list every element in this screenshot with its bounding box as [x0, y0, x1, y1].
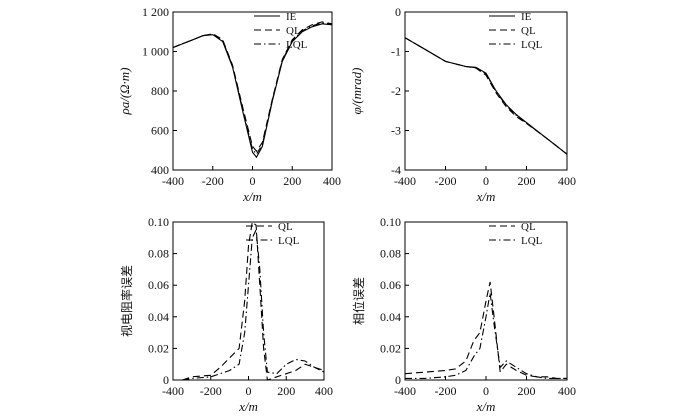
y-tick-label: -2 — [391, 84, 401, 98]
legend-entry: QL — [521, 221, 536, 233]
series-line-ie — [404, 37, 568, 155]
y-tick-label: 0.10 — [380, 215, 401, 229]
series-line-ql — [404, 281, 567, 379]
series-line-lql — [172, 22, 333, 156]
x-tick-label: 200 — [283, 174, 301, 188]
y-tick-label: 0.04 — [148, 310, 169, 324]
series-line-ql — [172, 21, 333, 153]
legend-entry: IE — [286, 11, 297, 23]
plot-frame — [172, 11, 333, 171]
y-tick-label: 1 000 — [142, 45, 169, 59]
y-tick-label: 0.06 — [148, 278, 169, 292]
x-tick-label: 0 — [483, 174, 489, 188]
y-tick-label: 800 — [151, 84, 169, 98]
legend-entry: LQL — [521, 39, 543, 51]
y-tick-label: -1 — [391, 45, 401, 59]
x-tick-label: 0 — [483, 384, 489, 398]
y-tick-label: 0 — [395, 373, 401, 387]
y-tick-label: 0.02 — [148, 341, 169, 355]
y-tick-label: 0.08 — [380, 247, 401, 261]
legend-entry: QL — [521, 25, 536, 37]
x-axis-label: x/m — [238, 399, 258, 414]
x-tick-label: 0 — [246, 384, 252, 398]
series-line-lql — [405, 293, 567, 379]
y-tick-label: 0.04 — [380, 310, 401, 324]
y-tick-label: 0.08 — [148, 247, 169, 261]
legend-entry: QL — [278, 221, 293, 233]
x-tick-label: 400 — [323, 174, 341, 188]
x-tick-label: -200 — [435, 174, 457, 188]
x-tick-label: 400 — [558, 384, 576, 398]
x-tick-label: 0 — [250, 174, 256, 188]
y-tick-label: -3 — [391, 124, 401, 138]
legend-entry: LQL — [521, 235, 543, 247]
y-tick-label: 600 — [151, 124, 169, 138]
y-tick-label: 1 200 — [142, 5, 169, 19]
y-axis-label: ρa/(Ω·m) — [117, 67, 132, 115]
x-axis-label: x/m — [242, 189, 262, 204]
x-tick-label: 200 — [518, 174, 536, 188]
y-tick-label: 400 — [151, 163, 169, 177]
x-tick-label: 200 — [277, 384, 295, 398]
y-tick-label: 0.06 — [380, 278, 401, 292]
series-line-ql — [404, 37, 568, 155]
series-line-lql — [182, 227, 325, 381]
x-axis-label: x/m — [476, 399, 496, 414]
x-tick-label: -400 — [162, 384, 184, 398]
legend-entry: LQL — [278, 235, 300, 247]
chart-panel-bottom-right: -400 -200 0 200 400 0 0.02 0.04 0.06 0.08 0.10 x/m 相… — [351, 215, 576, 414]
y-tick-label: 0.02 — [380, 341, 401, 355]
y-tick-label: 0 — [163, 373, 169, 387]
x-tick-label: -400 — [394, 384, 416, 398]
series-line-lql — [404, 37, 568, 155]
series-line-ql — [182, 220, 325, 381]
y-axis-label: φ/(mrad) — [349, 68, 364, 115]
legend-entry: IE — [521, 11, 532, 23]
y-axis-label: 视电阻率误差 — [119, 265, 134, 337]
x-tick-label: 400 — [315, 384, 333, 398]
y-tick-label: -4 — [391, 163, 401, 177]
chart-panel-bottom-left: -400 -200 0 200 400 0 0.02 0.04 0.06 0.08 0.10 x/m 视… — [119, 215, 333, 414]
legend-entry: LQL — [286, 39, 308, 51]
legend-entry: QL — [286, 25, 301, 37]
x-tick-label: -400 — [394, 174, 416, 188]
x-tick-label: -200 — [202, 174, 224, 188]
x-tick-label: 200 — [518, 384, 536, 398]
x-tick-label: -200 — [435, 384, 457, 398]
chart-panel-top-right: -400 -200 0 200 400-4-3-2-10x/mφ/(mrad)IEQLL… — [349, 5, 576, 204]
plot-frame — [404, 11, 568, 171]
x-tick-label: 400 — [558, 174, 576, 188]
x-tick-label: -400 — [162, 174, 184, 188]
y-axis-label: 相位误差 — [351, 277, 366, 325]
chart-panel-top-left: -400 -200 0 200 400 400 600 800 1 000 1 200 x/m ρa/… — [117, 5, 341, 204]
x-tick-label: -200 — [200, 384, 222, 398]
y-tick-label: 0.10 — [148, 215, 169, 229]
y-tick-label: 0 — [395, 5, 401, 19]
series-line-ie — [172, 23, 333, 159]
x-axis-label: x/m — [476, 189, 496, 204]
